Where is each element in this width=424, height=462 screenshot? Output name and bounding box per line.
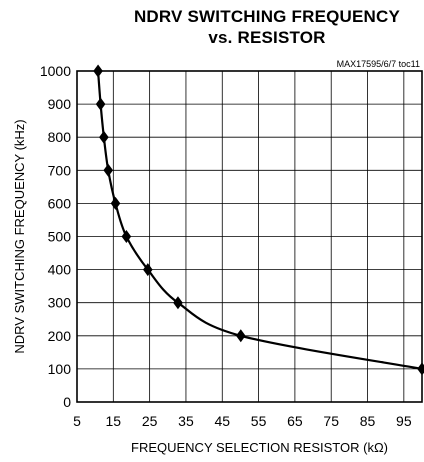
x-tick-label: 75 [323,413,339,429]
y-tick-label: 200 [48,328,72,344]
chart-title-line-1: NDRV SWITCHING FREQUENCY [133,7,401,26]
data-point-marker [103,163,114,177]
data-point-marker [95,97,106,111]
x-tick-label: 25 [142,413,158,429]
figure-id-label: MAX17595/6/7 toc11 [337,59,420,69]
series-layer [93,64,424,376]
data-point-marker [93,64,103,78]
y-tick-label: 0 [63,394,71,410]
data-point-marker [121,230,132,243]
y-axis-label: NDRV SWITCHING FREQUENCY (kHz) [12,119,27,353]
plot-frame [76,70,423,403]
y-tick-label: 700 [48,162,72,178]
data-point-marker [99,130,109,144]
y-tick-label: 300 [48,295,72,311]
data-point-marker [173,296,183,310]
x-tick-label: 85 [360,413,376,429]
data-point-marker [143,263,153,277]
chart-title-line-2: vs. RESISTOR [208,28,326,47]
y-tick-label: 400 [48,262,72,278]
data-point-marker [417,362,424,376]
y-tick-label: 600 [48,195,72,211]
chart-title: NDRV SWITCHING FREQUENCY vs. RESISTOR [0,6,424,48]
x-tick-label: 55 [251,413,267,429]
y-tick-label: 900 [48,96,72,112]
x-tick-label: 15 [106,413,122,429]
y-tick-label: 1000 [40,63,71,79]
axis-ticks: 0 100 200 300 400 500 600 700 800 900 1000 5 15 25 35 4… [40,63,412,429]
x-tick-label: 65 [287,413,303,429]
x-tick-label: 95 [396,413,412,429]
y-tick-label: 800 [48,129,72,145]
series-line-0 [96,70,423,370]
data-point-marker [110,196,121,210]
x-axis-label: FREQUENCY SELECTION RESISTOR (kΩ) [131,440,388,455]
x-tick-label: 45 [214,413,230,429]
y-tick-label: 500 [48,229,72,245]
x-tick-label: 5 [73,413,81,429]
y-tick-label: 100 [48,361,72,377]
data-point-marker [235,329,246,343]
x-tick-label: 35 [178,413,194,429]
grid [77,71,422,402]
